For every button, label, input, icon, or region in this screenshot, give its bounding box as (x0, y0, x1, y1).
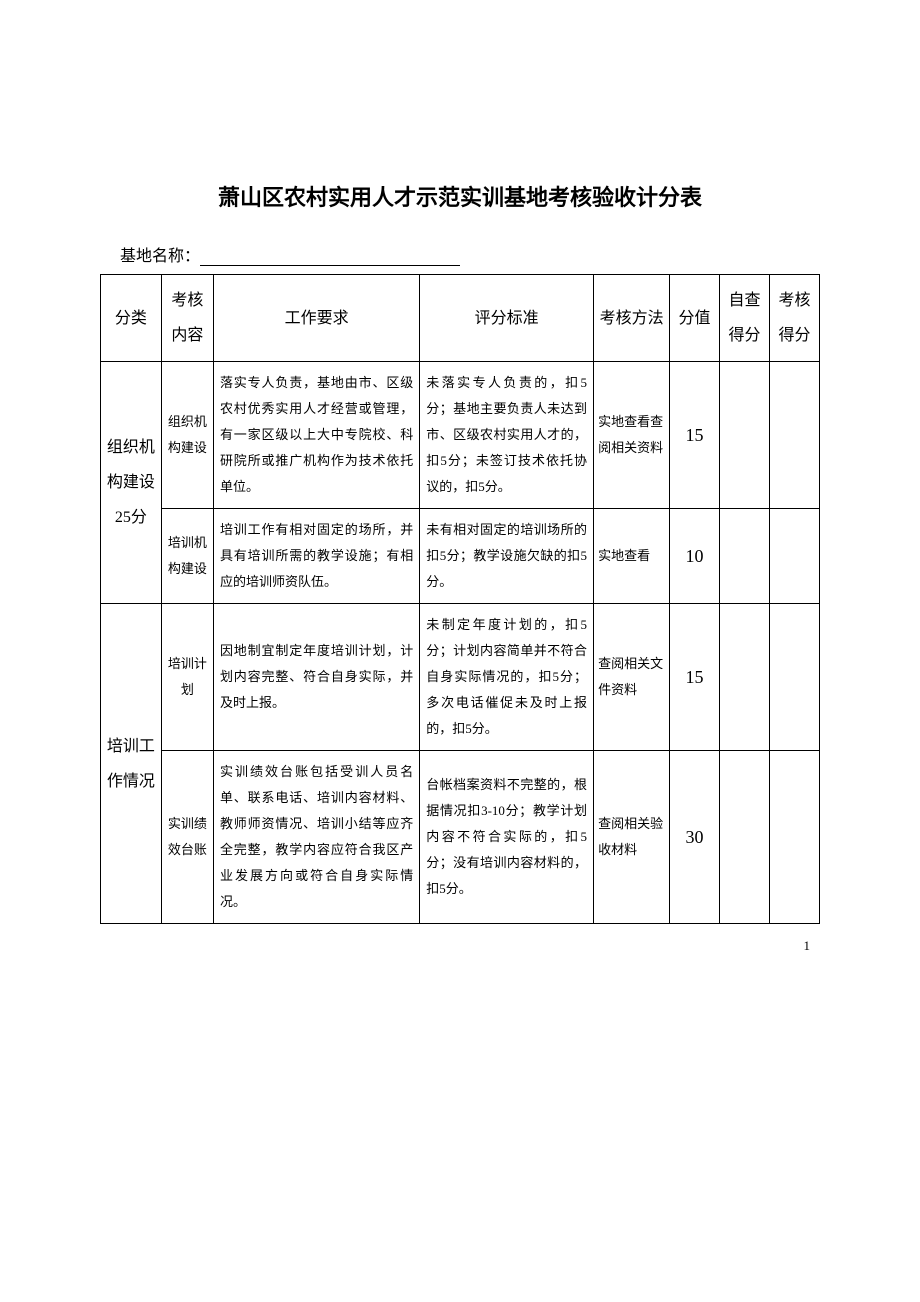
self-score-cell (720, 362, 770, 509)
standard-cell: 未有相对固定的培训场所的扣5分；教学设施欠缺的扣5分。 (420, 509, 594, 604)
requirement-cell: 落实专人负责，基地由市、区级农村优秀实用人才经营或管理，有一家区级以上大中专院校… (213, 362, 419, 509)
score-cell: 30 (670, 751, 720, 924)
document-page: 萧山区农村实用人才示范实训基地考核验收计分表 基地名称： 分类 考核内容 工作要… (0, 0, 920, 984)
item-cell: 培训机构建设 (161, 509, 213, 604)
assess-score-cell (769, 362, 819, 509)
requirement-cell: 实训绩效台账包括受训人员名单、联系电话、培训内容材料、教师师资情况、培训小结等应… (213, 751, 419, 924)
page-number: 1 (804, 938, 811, 954)
table-row: 组织机构建设25分 组织机构建设 落实专人负责，基地由市、区级农村优秀实用人才经… (101, 362, 820, 509)
requirement-cell: 因地制宜制定年度培训计划，计划内容完整、符合自身实际，并及时上报。 (213, 604, 419, 751)
header-self-score: 自查得分 (720, 275, 770, 362)
header-standard: 评分标准 (420, 275, 594, 362)
header-assess-score: 考核得分 (769, 275, 819, 362)
method-cell: 实地查看 (594, 509, 670, 604)
self-score-cell (720, 509, 770, 604)
method-cell: 实地查看查阅相关资料 (594, 362, 670, 509)
score-cell: 15 (670, 604, 720, 751)
item-cell: 培训计划 (161, 604, 213, 751)
assess-score-cell (769, 751, 819, 924)
self-score-cell (720, 751, 770, 924)
header-method: 考核方法 (594, 275, 670, 362)
category-cell: 培训工作情况 (101, 604, 162, 924)
assess-score-cell (769, 604, 819, 751)
document-title: 萧山区农村实用人才示范实训基地考核验收计分表 (100, 180, 820, 212)
standard-cell: 未制定年度计划的，扣5分；计划内容简单并不符合自身实际情况的，扣5分；多次电话催… (420, 604, 594, 751)
requirement-cell: 培训工作有相对固定的场所，并具有培训所需的教学设施；有相应的培训师资队伍。 (213, 509, 419, 604)
assessment-table: 分类 考核内容 工作要求 评分标准 考核方法 分值 自查得分 考核得分 组织机构… (100, 274, 820, 924)
table-row: 培训工作情况 培训计划 因地制宜制定年度培训计划，计划内容完整、符合自身实际，并… (101, 604, 820, 751)
standard-cell: 未落实专人负责的，扣5分；基地主要负责人未达到市、区级农村实用人才的，扣5分；未… (420, 362, 594, 509)
score-cell: 10 (670, 509, 720, 604)
standard-cell: 台帐档案资料不完整的，根据情况扣3-10分；教学计划内容不符合实际的，扣5分；没… (420, 751, 594, 924)
method-cell: 查阅相关验收材料 (594, 751, 670, 924)
method-cell: 查阅相关文件资料 (594, 604, 670, 751)
header-item: 考核内容 (161, 275, 213, 362)
self-score-cell (720, 604, 770, 751)
header-requirement: 工作要求 (213, 275, 419, 362)
item-cell: 组织机构建设 (161, 362, 213, 509)
header-score: 分值 (670, 275, 720, 362)
score-cell: 15 (670, 362, 720, 509)
assess-score-cell (769, 509, 819, 604)
base-name-row: 基地名称： (100, 242, 820, 266)
base-name-label: 基地名称： (120, 248, 200, 265)
table-row: 实训绩效台账 实训绩效台账包括受训人员名单、联系电话、培训内容材料、教师师资情况… (101, 751, 820, 924)
header-category: 分类 (101, 275, 162, 362)
category-cell: 组织机构建设25分 (101, 362, 162, 604)
table-row: 培训机构建设 培训工作有相对固定的场所，并具有培训所需的教学设施；有相应的培训师… (101, 509, 820, 604)
table-header-row: 分类 考核内容 工作要求 评分标准 考核方法 分值 自查得分 考核得分 (101, 275, 820, 362)
base-name-blank (200, 265, 460, 266)
item-cell: 实训绩效台账 (161, 751, 213, 924)
